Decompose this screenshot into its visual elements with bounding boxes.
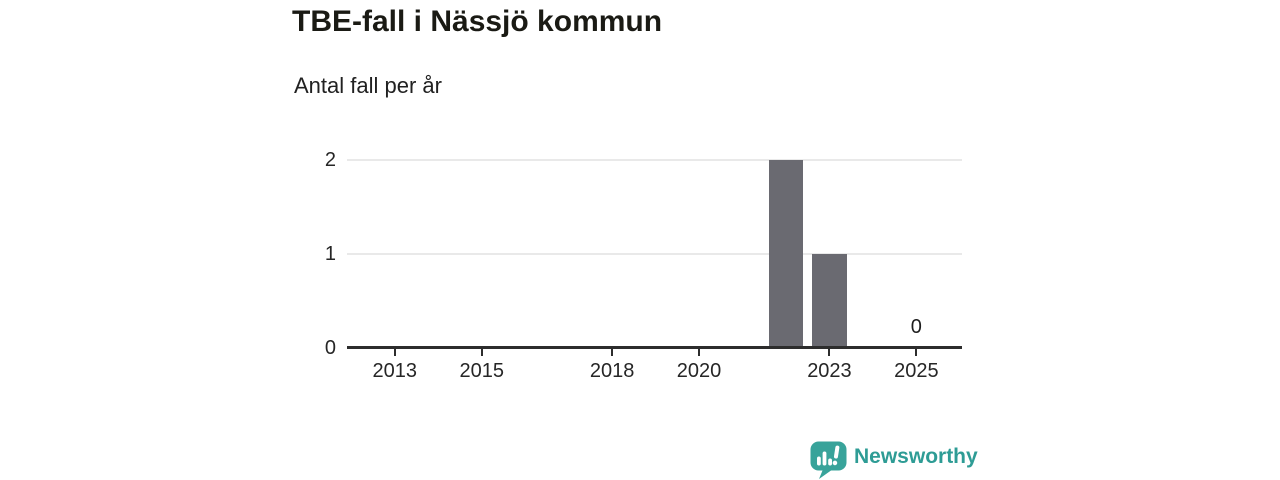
bar: [812, 253, 847, 346]
x-axis-label: 2015: [459, 360, 504, 382]
newsworthy-logo[interactable]: Newsworthy: [810, 441, 978, 479]
chart-title: TBE-fall i Nässjö kommun: [292, 5, 663, 38]
x-axis-tick: [828, 349, 831, 356]
x-axis-label: 2020: [676, 360, 722, 382]
y-axis-label: 1: [324, 242, 336, 265]
x-axis-tick: [611, 349, 614, 356]
newsworthy-speech-bubble-bar-chart-icon: [810, 441, 847, 479]
bar: [768, 160, 804, 346]
x-axis-line: [347, 346, 962, 349]
x-axis-label: 2025: [894, 360, 939, 382]
x-axis-label: 2018: [589, 360, 635, 382]
gridline: [347, 252, 962, 255]
y-axis-label: 2: [324, 149, 336, 171]
x-axis-tick: [698, 349, 701, 356]
x-axis-label: 2023: [807, 360, 852, 382]
y-axis-label: 0: [324, 336, 336, 359]
chart-subtitle: Antal fall per år: [294, 73, 442, 98]
x-axis-tick: [915, 349, 918, 356]
gridline: [347, 159, 962, 161]
x-axis-label: 2013: [372, 360, 418, 382]
newsworthy-brand-text: Newsworthy: [854, 445, 978, 468]
x-axis-tick: [480, 349, 483, 356]
x-axis-tick: [393, 349, 396, 356]
bar-value-label: 0: [910, 316, 922, 338]
